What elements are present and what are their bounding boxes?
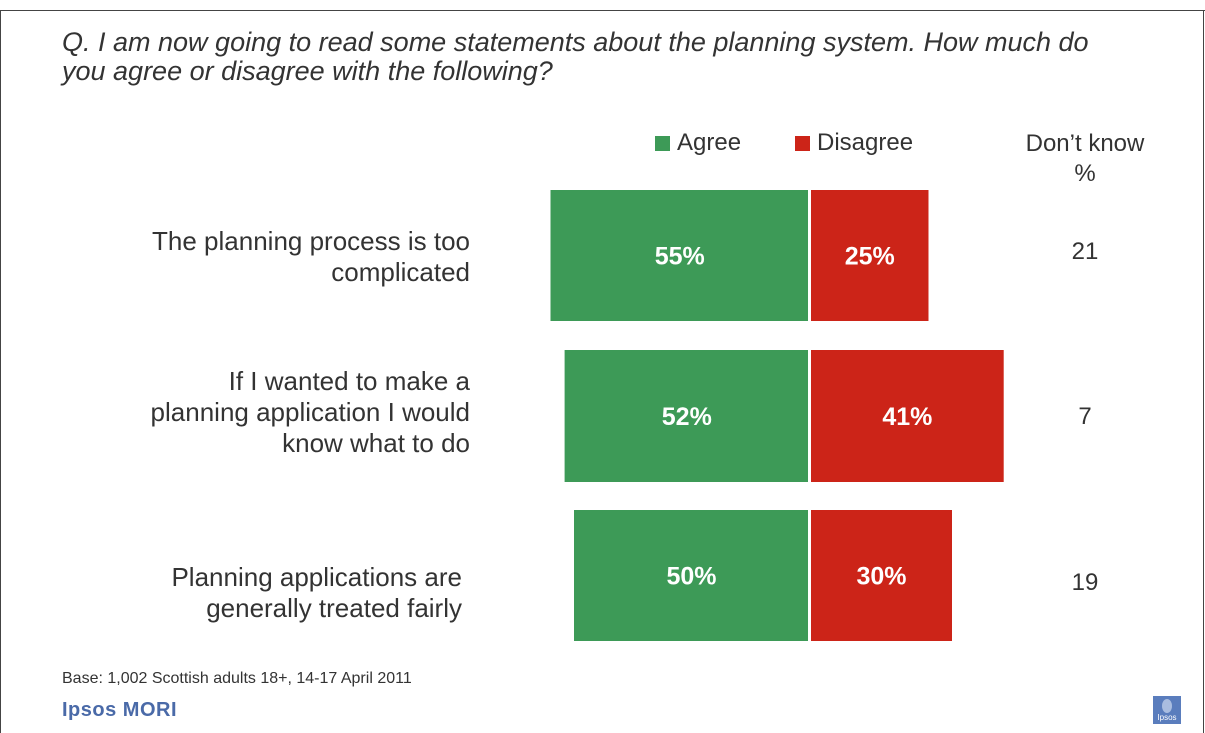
row-label-2-line1: If I wanted to make a bbox=[228, 366, 470, 396]
dont-know-value-2: 7 bbox=[1078, 403, 1092, 430]
row-label-1: The planning process is too complicated bbox=[50, 226, 470, 288]
row-label-3-line2: generally treated fairly bbox=[206, 593, 462, 623]
row-label-2: If I wanted to make a planning applicati… bbox=[50, 366, 470, 459]
legend-agree: Agree bbox=[655, 129, 741, 157]
frame-top-border bbox=[0, 10, 1205, 11]
row-label-3-line1: Planning applications are bbox=[171, 562, 462, 592]
question-text: Q. I am now going to read some statement… bbox=[62, 27, 1089, 86]
legend-agree-swatch bbox=[655, 135, 670, 151]
base-note: Base: 1,002 Scottish adults 18+, 14-17 A… bbox=[62, 670, 412, 687]
agree-bar-1 bbox=[550, 190, 808, 321]
disagree-bar-3 bbox=[811, 510, 952, 641]
logo-text: Ipsos bbox=[1157, 713, 1177, 722]
disagree-bar-label-2: 41% bbox=[882, 403, 932, 431]
dont-know-value-3: 19 bbox=[1071, 569, 1099, 596]
row-label-1-line1: The planning process is too bbox=[152, 226, 470, 256]
agree-bar-label-3: 50% bbox=[666, 563, 716, 591]
row-label-3: Planning applications are generally trea… bbox=[42, 562, 462, 624]
legend-disagree: Disagree bbox=[795, 129, 913, 157]
frame-right-border bbox=[1203, 10, 1204, 733]
row-label-2-line3: know what to do bbox=[282, 428, 470, 458]
agree-bar-2 bbox=[564, 350, 808, 482]
agree-bar-label-1: 55% bbox=[655, 243, 705, 271]
legend-agree-label: Agree bbox=[677, 129, 742, 156]
disagree-bar-label-1: 25% bbox=[845, 243, 895, 271]
legend-disagree-swatch bbox=[795, 135, 810, 151]
agree-bar-3 bbox=[574, 510, 808, 641]
dont-know-header-line2: % bbox=[1074, 160, 1096, 187]
legend-disagree-label: Disagree bbox=[817, 129, 914, 156]
brand-name: Ipsos MORI bbox=[62, 699, 178, 721]
logo-mark-icon bbox=[1162, 699, 1172, 713]
ipsos-logo: Ipsos bbox=[1153, 696, 1181, 724]
disagree-bar-2 bbox=[811, 350, 1004, 482]
row-label-2-line2: planning application I would bbox=[150, 397, 470, 427]
dont-know-header: Don’t know % bbox=[1000, 129, 1170, 189]
row-labels: The planning process is too complicated … bbox=[0, 0, 470, 733]
dont-know-value-1: 21 bbox=[1071, 238, 1099, 265]
disagree-bar-1 bbox=[811, 190, 929, 321]
frame-left-border bbox=[0, 10, 1, 733]
disagree-bar-label-3: 30% bbox=[856, 563, 906, 591]
agree-bar-label-2: 52% bbox=[662, 403, 712, 431]
row-label-1-line2: complicated bbox=[331, 257, 470, 287]
dont-know-header-line1: Don’t know bbox=[1025, 130, 1145, 157]
